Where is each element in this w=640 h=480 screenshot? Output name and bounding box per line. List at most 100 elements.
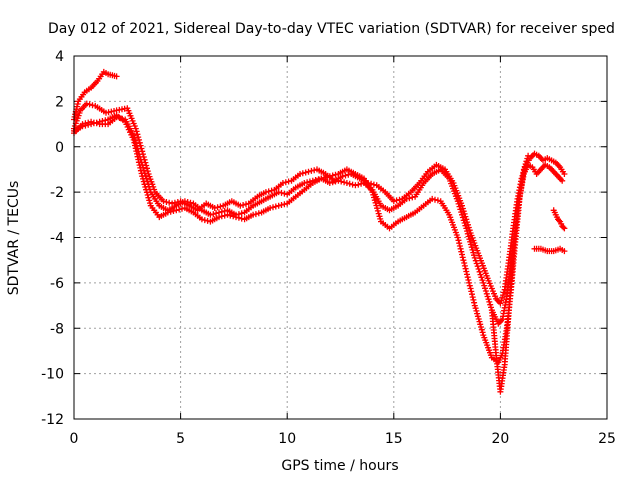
data-point-marker (374, 207, 381, 214)
data-point-marker (211, 205, 218, 211)
data-point-marker (469, 294, 476, 301)
data-point-marker (375, 210, 382, 217)
data-point-marker (464, 230, 471, 237)
data-point-marker (524, 155, 531, 162)
data-point-marker (134, 131, 141, 138)
data-point-marker (455, 237, 462, 244)
data-point-marker (349, 181, 356, 188)
data-point-marker (471, 254, 478, 261)
data-point-marker (373, 202, 380, 209)
data-point-marker (467, 238, 474, 245)
data-point-marker (230, 213, 237, 220)
data-point-marker (485, 296, 492, 303)
data-point-marker (377, 215, 384, 222)
data-point-marker (355, 181, 362, 188)
data-point-marker (113, 73, 120, 80)
data-point-marker (459, 251, 465, 258)
data-point-marker (462, 222, 469, 229)
data-point-marker (343, 180, 350, 186)
data-point-marker (474, 310, 481, 317)
data-point-marker (136, 162, 143, 169)
data-point-marker (89, 102, 96, 109)
data-point-marker (488, 304, 494, 311)
data-point-marker (233, 214, 239, 221)
y-tick-label: 4 (55, 49, 64, 65)
x-tick-label: 10 (278, 431, 296, 447)
data-point-marker (467, 241, 474, 248)
data-point-marker (237, 202, 244, 209)
data-point-marker (466, 282, 473, 289)
data-point-marker (456, 203, 463, 210)
data-point-marker (210, 211, 217, 218)
data-point-marker (137, 167, 144, 174)
data-point-marker (133, 128, 140, 135)
data-point-marker (268, 187, 275, 194)
data-point-marker (140, 178, 147, 185)
data-point-marker (466, 279, 473, 286)
data-point-marker (318, 175, 325, 182)
data-point-marker (429, 195, 436, 202)
data-point-marker (265, 188, 272, 195)
data-point-marker (476, 268, 483, 275)
data-point-marker (455, 200, 462, 207)
data-point-marker (272, 203, 279, 210)
data-point-marker (473, 260, 480, 267)
data-point-marker (341, 179, 348, 186)
y-tick-label: 2 (55, 94, 64, 110)
x-tick-label: 5 (176, 431, 185, 447)
data-point-marker (86, 101, 93, 108)
data-point-marker (482, 285, 488, 292)
data-point-marker (522, 164, 529, 171)
data-point-marker (461, 220, 468, 226)
data-point-marker (85, 121, 92, 128)
data-point-marker (461, 262, 468, 269)
data-point-marker (467, 285, 474, 292)
data-point-marker (469, 246, 476, 253)
data-point-marker (135, 134, 142, 141)
data-point-marker (462, 265, 469, 272)
data-point-marker (556, 217, 562, 224)
y-tick-label: -6 (50, 276, 64, 292)
data-point-marker (214, 204, 221, 211)
data-point-marker (472, 305, 479, 312)
data-point-marker (281, 190, 288, 197)
grid-layer (74, 56, 607, 419)
data-point-marker (458, 248, 465, 255)
data-point-marker (560, 224, 567, 231)
data-point-marker (370, 181, 377, 188)
data-point-marker (457, 245, 464, 252)
y-axis-label: SDTVAR / TECUs (6, 181, 22, 296)
data-point-marker (181, 198, 188, 205)
data-point-marker (133, 148, 140, 155)
data-point-marker (82, 122, 89, 129)
data-point-marker (476, 318, 483, 325)
data-point-marker (520, 170, 527, 177)
y-tick-label: -8 (50, 321, 64, 337)
data-point-marker (243, 201, 249, 208)
data-point-marker (477, 271, 484, 278)
data-point-marker (465, 233, 472, 240)
data-point-marker (464, 274, 471, 281)
data-point-marker (90, 120, 97, 127)
data-point-marker (346, 180, 353, 187)
data-point-marker (324, 174, 330, 180)
data-point-marker (463, 225, 470, 232)
data-point-marker (473, 307, 480, 314)
data-point-marker (329, 179, 336, 186)
data-point-marker (305, 168, 312, 175)
data-point-marker (370, 191, 377, 198)
data-point-marker (166, 199, 173, 206)
data-point-marker (321, 174, 328, 181)
data-point-marker (164, 209, 171, 216)
series-arc-3 (73, 116, 563, 325)
data-point-marker (559, 177, 566, 184)
data-point-marker (478, 274, 485, 281)
data-point-marker (454, 234, 461, 241)
data-point-marker (88, 121, 95, 128)
x-axis-label: GPS time / hours (281, 458, 398, 474)
data-point-marker (471, 252, 477, 259)
data-point-marker (459, 214, 466, 221)
data-point-marker (469, 291, 475, 298)
